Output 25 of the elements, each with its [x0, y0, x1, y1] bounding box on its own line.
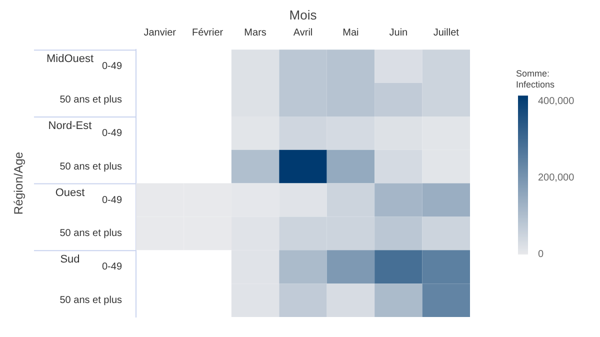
color-bar-label: 200,000	[538, 172, 575, 184]
x-tick-label: Mars	[244, 27, 266, 38]
x-tick-label: Juillet	[433, 27, 460, 38]
x-axis-title: Mois	[289, 7, 318, 22]
color-bar-title: Somme: Infections	[516, 68, 556, 90]
y2-tick-label: Sud	[60, 254, 80, 266]
y-axis-title: Région/Age	[12, 152, 26, 215]
y-tick-label: 0-49	[102, 61, 122, 72]
y-tick-label: 0-49	[102, 128, 122, 139]
y-tick-label: 50 ans et plus	[60, 161, 122, 172]
x-tick-label: Janvier	[144, 27, 177, 38]
x-tick-label: Avril	[293, 27, 313, 38]
y2-tick-label: Nord-Est	[48, 120, 92, 132]
y-tick-label: 50 ans et plus	[60, 228, 122, 240]
y-tick-label: 50 ans et plus	[60, 94, 122, 106]
y2-tick-label: MidOuest	[46, 53, 94, 66]
y-tick-label: 0-49	[102, 262, 122, 273]
x-tick-label: Mai	[342, 27, 359, 38]
y-tick-label: 0-49	[102, 194, 122, 206]
y2-tick-label: Ouest	[55, 186, 85, 199]
y-tick-label: 50 ans et plus	[60, 295, 122, 306]
color-bar-label: 0	[538, 248, 544, 260]
color-bar-label: 400,000	[538, 96, 575, 108]
x-tick-label: Juin	[389, 27, 408, 38]
x-tick-label: Février	[192, 27, 224, 38]
